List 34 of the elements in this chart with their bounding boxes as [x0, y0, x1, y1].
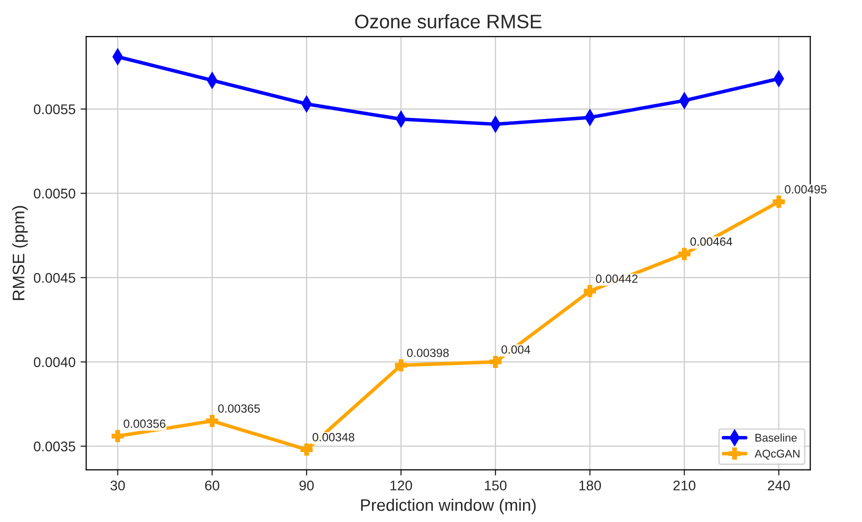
point	[772, 196, 785, 208]
data-label: 0.00495	[784, 185, 827, 194]
y-tick-label: 0.0050	[34, 188, 76, 198]
data-label: 0.00365	[218, 404, 260, 413]
point	[394, 359, 408, 372]
point	[678, 248, 690, 260]
data-label: 0.00348	[312, 432, 354, 442]
x-tick-label: 90	[300, 480, 314, 490]
x-tick-label: 210	[673, 480, 696, 490]
x-tick-label: 150	[484, 480, 507, 490]
point	[300, 443, 313, 456]
y-tick-label: 0.0045	[34, 272, 76, 283]
data-label: 0.00398	[407, 348, 449, 358]
y-tick-label: 0.0040	[34, 357, 76, 368]
data-label: 0.00356	[124, 420, 166, 428]
chart-title: Ozone surface RMSE	[355, 14, 542, 28]
x-tick-label: 180	[579, 480, 601, 490]
y-tick-label: 0.0055	[34, 104, 76, 114]
data-label: 0.00442	[596, 274, 638, 283]
data-label: 0.004	[501, 345, 530, 354]
legend-label: Baseline	[756, 434, 797, 442]
data-label: 0.00464	[690, 237, 732, 246]
legend-label: AQcGAN	[754, 450, 800, 460]
x-tick-label: 60	[205, 480, 220, 490]
point	[206, 414, 218, 427]
x-tick-label: 120	[390, 480, 412, 490]
point	[112, 430, 124, 442]
x-axis-title: Prediction window (min)	[361, 498, 536, 514]
point	[489, 356, 502, 368]
x-tick-label: 30	[110, 480, 125, 490]
y-axis-title: RMSE (ppm)	[12, 206, 28, 300]
y-tick-label: 0.0035	[34, 442, 76, 452]
x-tick-label: 240	[768, 480, 790, 490]
point	[584, 285, 596, 298]
